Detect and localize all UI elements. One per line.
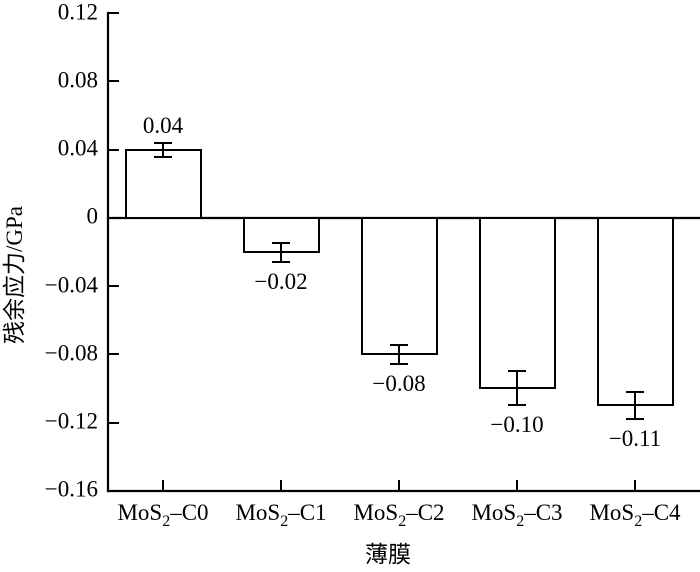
x-tick-label-1-base: MoS [235, 500, 280, 525]
x-axis-title: 薄膜 [365, 542, 411, 567]
data-label-2: −0.08 [372, 371, 425, 396]
x-tick-label-2: MoS2–C2 [353, 500, 444, 530]
bar-group-1[interactable]: −0.02 [243, 217, 320, 294]
y-tick-label-4: −0.04 [45, 272, 99, 297]
x-tick-label-0: MoS2–C0 [117, 500, 208, 530]
data-label-1: −0.02 [254, 269, 307, 294]
x-tick-label-2-tail: –C2 [405, 500, 444, 525]
x-tick-label-4-base: MoS [589, 500, 634, 525]
y-axis-title: 残余应力/GPa [2, 206, 27, 344]
x-tick-label-0-base: MoS [117, 500, 162, 525]
bar-series: 0.04 −0.02 −0.08 [125, 113, 674, 451]
data-label-0: 0.04 [143, 113, 184, 138]
x-tick-label-1-sub: 2 [280, 513, 288, 530]
bar-group-2[interactable]: −0.08 [361, 217, 438, 396]
y-tick-marks [108, 12, 119, 492]
bar-mos2-c2[interactable] [361, 217, 438, 355]
y-tick-label-6: −0.12 [45, 408, 98, 433]
x-tick-label-1: MoS2–C1 [235, 500, 326, 530]
x-tick-label-2-sub: 2 [398, 513, 406, 530]
x-tick-label-0-tail: –C0 [169, 500, 208, 525]
data-label-3: −0.10 [490, 412, 543, 437]
x-tick-label-1-tail: –C1 [287, 500, 326, 525]
x-tick-label-2-base: MoS [353, 500, 398, 525]
bar-group-0[interactable]: 0.04 [125, 113, 202, 219]
data-label-4: −0.11 [609, 426, 661, 451]
x-tick-label-4-tail: –C4 [641, 500, 681, 525]
bar-mos2-c3[interactable] [479, 217, 556, 389]
y-tick-label-2: 0.04 [58, 135, 99, 160]
x-tick-label-3-base: MoS [471, 500, 516, 525]
x-tick-labels: MoS2–C0 MoS2–C1 MoS2–C2 MoS2–C3 MoS2–C4 [117, 500, 681, 530]
x-tick-label-0-sub: 2 [162, 513, 170, 530]
x-tick-label-3-sub: 2 [516, 513, 524, 530]
y-tick-label-3: 0 [87, 203, 99, 228]
y-tick-label-0: 0.12 [58, 0, 98, 24]
x-tick-label-3: MoS2–C3 [471, 500, 562, 530]
bar-group-3[interactable]: −0.10 [479, 217, 556, 437]
y-tick-label-1: 0.08 [58, 67, 98, 92]
bar-mos2-c0[interactable] [125, 149, 202, 219]
x-tick-label-4: MoS2–C4 [589, 500, 681, 530]
bar-mos2-c4[interactable] [597, 217, 674, 406]
x-tick-label-4-sub: 2 [634, 513, 642, 530]
y-tick-label-5: −0.08 [45, 340, 98, 365]
x-tick-label-3-tail: –C3 [523, 500, 562, 525]
x-tick-marks [162, 480, 636, 491]
bar-group-4[interactable]: −0.11 [597, 217, 674, 451]
y-tick-label-7: −0.16 [45, 476, 98, 501]
